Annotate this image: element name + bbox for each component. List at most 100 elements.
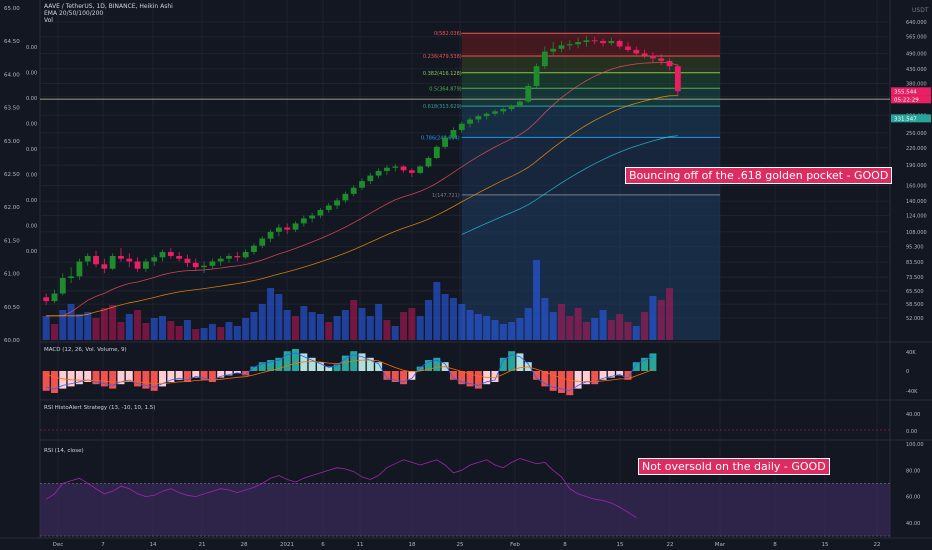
right-axis-tick: 430.000 xyxy=(906,67,927,73)
macd-histogram-bar xyxy=(159,371,167,387)
ema-legend: EMA 20/50/100/200 xyxy=(44,10,104,17)
candle-body xyxy=(167,252,174,256)
price-candles xyxy=(43,35,681,306)
macd-histogram-bar xyxy=(416,366,424,371)
volume-bar xyxy=(366,316,374,340)
macd-histogram-bar xyxy=(125,371,133,382)
candle-body xyxy=(616,40,623,47)
volume-bar xyxy=(582,322,590,340)
volume-bar xyxy=(225,322,233,340)
candle-body xyxy=(633,49,640,54)
rsi-axis-tick: 80.00 xyxy=(906,468,920,474)
x-axis-tick: 28 xyxy=(241,542,248,548)
volume-bar xyxy=(217,327,225,340)
volume-bar xyxy=(524,308,532,340)
volume-bar xyxy=(400,312,408,340)
right-axis-tick: 108.000 xyxy=(906,230,927,236)
x-axis-tick: 11 xyxy=(357,542,364,548)
volume-bar xyxy=(242,318,250,340)
histoalert-axis-tick: 0.00 xyxy=(906,429,917,435)
candle-body xyxy=(192,262,199,268)
x-axis-tick: 8 xyxy=(563,542,567,548)
volume-bar xyxy=(499,324,507,340)
candle-body xyxy=(226,255,232,259)
macd-histogram-bar xyxy=(233,371,241,374)
macd-histogram-bar xyxy=(375,362,383,371)
macd-histogram-bar xyxy=(134,371,142,387)
countdown-value: 05:22:29 xyxy=(894,97,919,103)
macd-histogram-bar xyxy=(275,357,283,371)
signal-line xyxy=(46,359,654,384)
right-axis-tick: 65.500 xyxy=(906,289,924,295)
candle-body xyxy=(566,44,573,46)
right-axis-tick: 490.000 xyxy=(906,51,927,57)
fib-label-1: 1(147.721) xyxy=(432,193,460,199)
rsi-histoalert-pane: RSI HistoAlert Strategy (13, -10, 10, 1.… xyxy=(40,405,920,435)
fib-label-0.236: 0.236(479.538) xyxy=(423,54,462,60)
left-axis-subtick: 0.00 xyxy=(26,45,37,51)
candle-body xyxy=(251,245,257,253)
volume-bar xyxy=(200,328,208,340)
candle-body xyxy=(533,66,540,86)
macd-histogram-bar xyxy=(109,371,117,389)
price-axes: 640.000565.000490.000430.000380.000340.0… xyxy=(4,6,931,344)
time-axis: Dec 7 14 21 28 2021 6 11 18 25 Feb 8 15 22 Mar 8 15 22 xyxy=(53,542,881,548)
macd-histogram-bar xyxy=(250,366,258,371)
macd-histogram-bar xyxy=(624,371,632,380)
macd-histogram-bar xyxy=(242,371,250,376)
macd-histogram-bar xyxy=(425,360,432,371)
candle-body xyxy=(541,51,548,67)
candle-body xyxy=(400,166,407,171)
candle-body xyxy=(300,218,307,224)
macd-axis-tick: -40K xyxy=(906,389,918,395)
x-axis-tick: 15 xyxy=(617,542,624,548)
macd-histogram-bar xyxy=(50,371,58,393)
volume-bar xyxy=(325,322,333,340)
volume-bar xyxy=(333,316,341,340)
countdown-tag xyxy=(891,95,931,104)
macd-histogram-bar xyxy=(632,362,640,371)
candle-body xyxy=(142,261,149,269)
volume-bar xyxy=(408,308,416,340)
x-axis-tick: 22 xyxy=(667,542,674,548)
volume-bar xyxy=(275,294,283,340)
x-axis-tick: 25 xyxy=(457,542,464,548)
candle-body xyxy=(442,137,449,147)
left-axis-subtick: 0.00 xyxy=(26,249,37,255)
candle-body xyxy=(508,105,515,110)
macd-histogram-bar xyxy=(167,371,175,382)
golden-pocket-annotation: Bouncing off of the .618 golden pocket -… xyxy=(625,167,893,184)
ema-lines xyxy=(46,62,678,317)
macd-histogram-bar xyxy=(75,371,83,385)
last-price-value: 355.544 xyxy=(894,89,917,95)
candle-body xyxy=(109,255,116,269)
macd-histogram-bar xyxy=(92,371,100,385)
candle-body xyxy=(259,238,266,246)
volume-bar xyxy=(192,329,200,340)
candle-body xyxy=(134,261,141,269)
left-axis-subtick: 0.00 xyxy=(26,198,37,204)
candle-body xyxy=(159,252,166,258)
volume-bar xyxy=(657,300,665,340)
candle-body xyxy=(292,223,299,230)
candle-body xyxy=(658,58,665,61)
candle-body xyxy=(209,261,216,266)
candle-body xyxy=(600,40,606,44)
volume-bar xyxy=(508,322,516,340)
left-axis-tick: 60.00 xyxy=(4,338,20,344)
volume-bar xyxy=(425,300,432,340)
left-axis-tick: 64.50 xyxy=(4,39,20,45)
x-axis-tick: Feb xyxy=(510,542,520,548)
ema-price-tag xyxy=(891,114,931,123)
candle-body xyxy=(575,42,582,45)
candle-body xyxy=(517,101,523,106)
candle-body xyxy=(350,187,357,194)
candle-body xyxy=(367,175,374,182)
macd-histogram-bar xyxy=(383,371,391,380)
volume-bar xyxy=(150,318,158,340)
volume-bar xyxy=(341,310,349,340)
macd-histogram-bar xyxy=(200,371,208,380)
candle-body xyxy=(325,205,332,210)
